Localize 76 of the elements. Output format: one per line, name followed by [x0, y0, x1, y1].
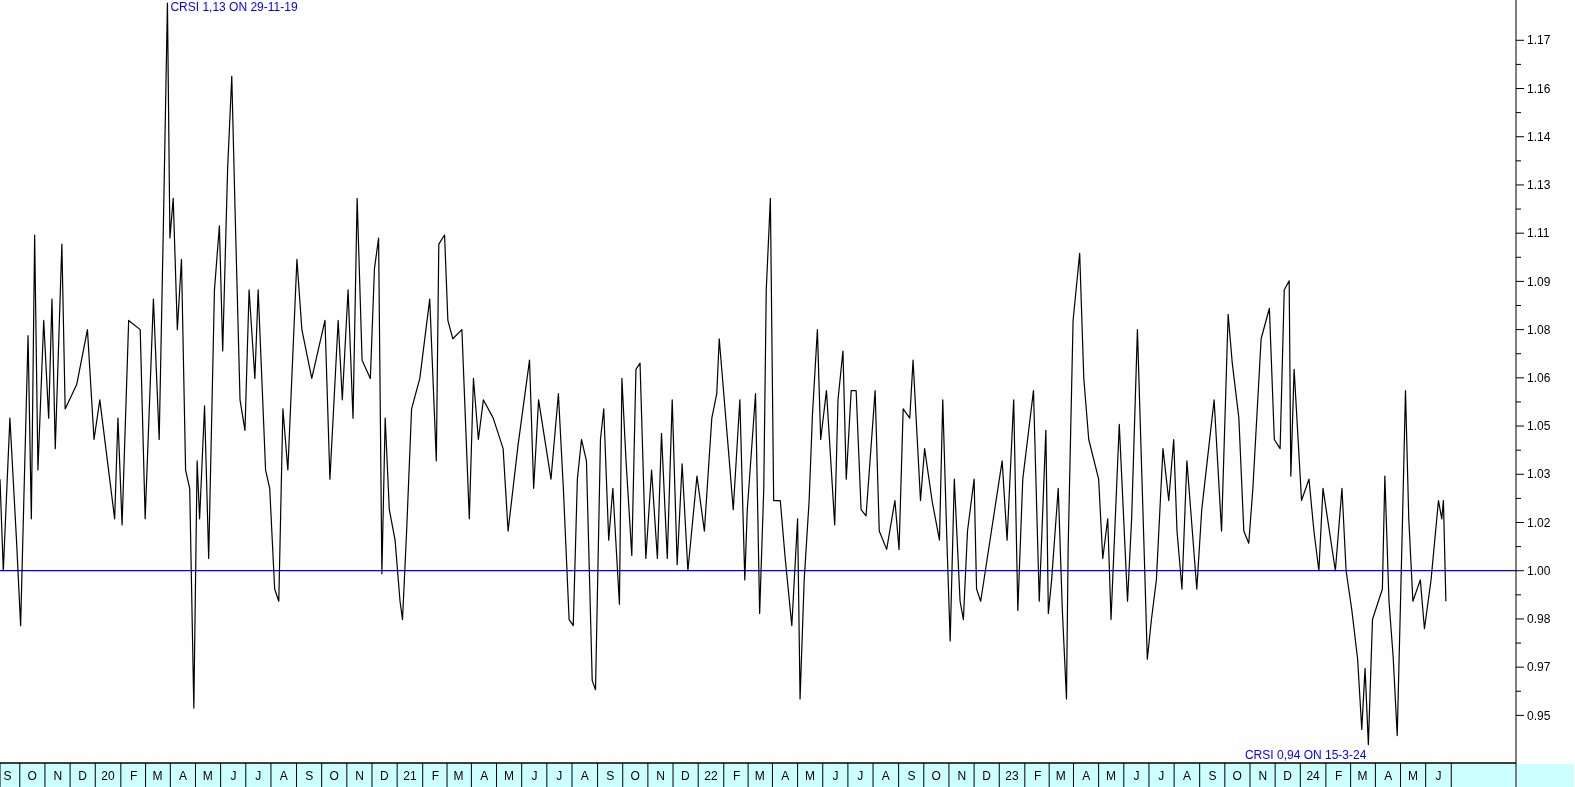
y-tick-label: 1.06: [1527, 371, 1551, 386]
y-tick-label: 1.08: [1527, 322, 1551, 337]
x-tick-label: D: [982, 769, 992, 783]
x-tick-label: O: [1232, 769, 1242, 783]
x-tick-label: M: [152, 769, 163, 783]
x-tick-label: M: [1055, 769, 1066, 783]
x-tick-label: N: [957, 769, 967, 783]
x-tick-label: J: [230, 769, 237, 783]
x-tick-label: M: [1407, 769, 1418, 783]
line-series: [0, 2, 1447, 746]
y-tick-label: 0.97: [1527, 660, 1551, 675]
x-tick-label: O: [931, 769, 941, 783]
x-tick-label: S: [606, 769, 615, 783]
y-tick-label: 1.13: [1527, 178, 1551, 193]
x-tick-label: S: [1208, 769, 1217, 783]
y-tick-label: 1.14: [1527, 129, 1551, 144]
y-tick-label: 1.09: [1527, 274, 1551, 289]
x-tick-label: A: [1082, 769, 1091, 783]
x-tick-label: M: [1106, 769, 1117, 783]
x-tick-label: O: [27, 769, 37, 783]
annotation: CRSI 1,13 ON 29-11-19: [170, 0, 298, 14]
x-tick-label: O: [630, 769, 640, 783]
x-tick-label: A: [1384, 769, 1393, 783]
x-tick-label: F: [1033, 769, 1042, 783]
x-tick-label: A: [480, 769, 489, 783]
x-tick-label: D: [681, 769, 691, 783]
y-tick-label: 0.98: [1527, 612, 1551, 627]
x-tick-label: N: [53, 769, 63, 783]
x-tick-label: F: [431, 769, 440, 783]
x-tick-label: D: [78, 769, 88, 783]
x-tick-label: M: [754, 769, 765, 783]
x-tick-label: 24: [1306, 769, 1321, 783]
x-tick-label: J: [857, 769, 864, 783]
x-tick-label: S: [305, 769, 314, 783]
x-tick-label: D: [1283, 769, 1293, 783]
x-tick-label: O: [329, 769, 339, 783]
x-tick-label: F: [732, 769, 741, 783]
y-tick-label: 1.02: [1527, 515, 1551, 530]
x-tick-label: J: [832, 769, 839, 783]
x-tick-label: N: [1258, 769, 1268, 783]
x-tick-label: F: [1334, 769, 1343, 783]
x-tick-label: 20: [101, 769, 116, 783]
x-tick-label: M: [202, 769, 213, 783]
y-tick-label: 1.03: [1527, 467, 1551, 482]
x-tick-label: S: [907, 769, 916, 783]
x-tick-label: J: [255, 769, 262, 783]
x-tick-label: 22: [704, 769, 718, 783]
x-tick-label: M: [503, 769, 514, 783]
x-tick-label: A: [279, 769, 288, 783]
annotation: CRSI 0,94 ON 15-3-24: [1244, 748, 1367, 762]
x-tick-label: J: [531, 769, 538, 783]
x-tick-label: 23: [1005, 769, 1020, 783]
x-tick-label: N: [355, 769, 364, 783]
y-tick-label: 0.95: [1527, 708, 1551, 723]
x-tick-label: A: [781, 769, 790, 783]
x-tick-label: A: [179, 769, 188, 783]
x-tick-label: 21: [403, 769, 417, 783]
x-tick-label: N: [656, 769, 666, 783]
x-tick-label: J: [1435, 769, 1442, 783]
y-tick-label: 1.05: [1527, 419, 1551, 434]
x-tick-label: A: [881, 769, 890, 783]
x-tick-label: D: [380, 769, 390, 783]
y-tick-label: 1.11: [1527, 226, 1550, 241]
x-tick-label: A: [1182, 769, 1191, 783]
x-tick-label: S: [3, 769, 12, 783]
y-tick-label: 1.17: [1527, 33, 1551, 48]
y-tick-label: 1.00: [1527, 563, 1551, 578]
x-tick-label: J: [1158, 769, 1165, 783]
x-tick-label: J: [556, 769, 563, 783]
x-tick-label: M: [804, 769, 815, 783]
x-tick-label: F: [129, 769, 138, 783]
x-tick-label: M: [1357, 769, 1368, 783]
x-tick-label: J: [1133, 769, 1140, 783]
y-tick-label: 1.16: [1527, 81, 1551, 96]
x-tick-label: A: [580, 769, 589, 783]
x-tick-label: M: [453, 769, 464, 783]
